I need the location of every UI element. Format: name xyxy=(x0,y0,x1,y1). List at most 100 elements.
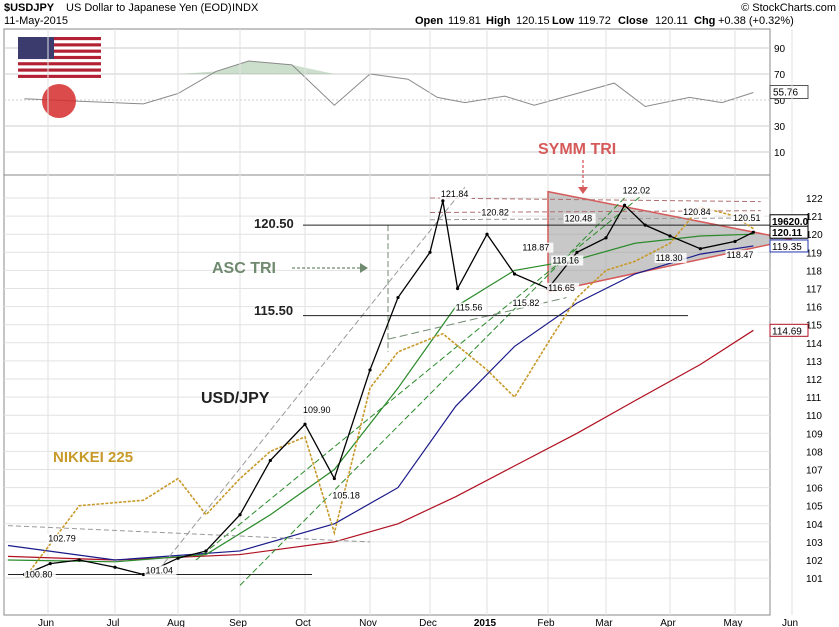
flag-stripe xyxy=(18,37,101,41)
rsi-tick-label: 10 xyxy=(774,148,786,159)
price-point-label: 116.65 xyxy=(548,283,575,293)
price-point-label: 118.87 xyxy=(522,243,549,253)
price-label-bg xyxy=(144,565,177,576)
usd-jpy-point xyxy=(455,286,460,291)
price-label-bg xyxy=(23,569,56,580)
usd-jpy-point xyxy=(643,223,647,227)
symmetrical-triangle-shape xyxy=(547,190,793,294)
date-tick-label: Aug xyxy=(167,618,185,627)
date-tick-label: Jun xyxy=(782,618,798,627)
nikkei-225-series xyxy=(23,206,754,579)
us-flag-icon xyxy=(18,37,101,78)
usd-jpy-point xyxy=(238,513,242,517)
usd-jpy-point xyxy=(485,232,489,236)
ma-50-line xyxy=(7,233,754,563)
usd-jpy-point xyxy=(332,476,336,481)
price-label-bg xyxy=(521,242,554,253)
trendline-steep xyxy=(163,186,466,564)
open-value: 119.81 xyxy=(448,15,481,27)
usd-jpy-point xyxy=(303,422,307,426)
price-tick-label: 110 xyxy=(806,411,822,422)
rsi-axis: 90 70 50 30 10 xyxy=(774,44,786,159)
chg-value: +0.38 (+0.32%) xyxy=(718,15,794,27)
usd-jpy-point xyxy=(141,572,146,577)
price-tick-label: 101 xyxy=(806,574,823,585)
price-tick-label: 104 xyxy=(806,520,823,531)
date-tick-label: Oct xyxy=(295,618,311,627)
resistance-3 xyxy=(429,217,761,221)
price-label-bg xyxy=(551,255,584,266)
low-label: Low xyxy=(552,15,574,27)
price-flag-box xyxy=(769,225,809,239)
chart-header: $USDJPY US Dollar to Japanese Yen (EOD) … xyxy=(4,2,836,27)
price-point-label: 120.82 xyxy=(481,207,509,217)
flag-stripe xyxy=(18,68,101,72)
price-tick-label: 103 xyxy=(806,538,823,549)
description: US Dollar to Japanese Yen (EOD) xyxy=(66,2,232,14)
high-label: High xyxy=(486,15,511,27)
price-point-label: 121.84 xyxy=(441,189,469,199)
usd-jpy-point xyxy=(668,234,672,238)
usd-jpy-point xyxy=(368,368,372,372)
price-tick-label: 105 xyxy=(806,502,823,513)
asc-tri-arrowhead xyxy=(360,263,368,273)
usd-jpy-point xyxy=(733,239,737,244)
price-label-bg xyxy=(725,249,758,260)
price-point-label: 118.47 xyxy=(727,250,754,260)
watermark: © StockCharts.com xyxy=(741,2,836,14)
symm-tri-label: SYMM TRI xyxy=(538,141,616,158)
price-flag-box xyxy=(769,323,809,337)
usd-jpy-point xyxy=(575,250,579,254)
price-label-bg xyxy=(302,405,334,416)
trendline-green xyxy=(195,192,646,561)
price-label-bg xyxy=(331,490,364,501)
price-point-label: 118.16 xyxy=(552,256,579,266)
usd-jpy-point xyxy=(698,247,702,251)
price-tick-label: 119 xyxy=(806,248,822,259)
price-label-bg xyxy=(439,188,472,199)
nikkei-label: NIKKEI 225 xyxy=(53,449,133,466)
price-tick-label: 117 xyxy=(806,285,822,296)
price-point-label: 109.90 xyxy=(303,405,331,415)
price-label-bg xyxy=(682,206,715,217)
level-low-label: 115.50 xyxy=(254,303,293,318)
price-tick-label: 107 xyxy=(806,466,823,477)
price-label-bg xyxy=(454,302,487,313)
rsi-tick-label: 30 xyxy=(774,122,786,133)
ma-100-line xyxy=(7,245,754,561)
usd-jpy-point xyxy=(622,203,627,207)
rsi-flag-box xyxy=(769,85,809,100)
rsi-current-flag: 55.76 xyxy=(769,85,809,100)
usd-jpy-point xyxy=(268,458,272,463)
flag-stripe xyxy=(18,49,101,53)
date-tick-label: May xyxy=(724,618,743,627)
price-point-label: 105.18 xyxy=(332,490,360,500)
price-point-label: 102.79 xyxy=(48,534,76,544)
resistance-1 xyxy=(429,197,761,203)
usd-jpy-point xyxy=(512,272,517,276)
usd-jpy-point xyxy=(113,565,117,569)
price-label-bg xyxy=(547,282,580,293)
date-tick-label: Apr xyxy=(660,618,676,627)
price-label-bg xyxy=(511,297,544,308)
usd-jpy-point xyxy=(204,549,208,553)
symm-tri-arrowhead xyxy=(578,187,588,194)
date-tick-label: Sep xyxy=(229,618,247,627)
rsi-grid xyxy=(4,47,770,153)
price-flag-label: 119.35 xyxy=(772,242,802,253)
usd-jpy-point xyxy=(441,199,445,203)
price-point-label: 120.51 xyxy=(733,213,761,223)
rsi-line xyxy=(24,60,754,108)
price-label-bg xyxy=(480,207,513,218)
date-tick-label: Jun xyxy=(38,618,54,627)
low-value: 119.72 xyxy=(578,15,611,27)
rsi-panel-frame xyxy=(3,28,771,176)
asc-tri-label: ASC TRI xyxy=(212,260,276,277)
price-tick-label: 109 xyxy=(806,429,823,440)
usd-jpy-point xyxy=(48,562,52,566)
rsi-tick-label: 90 xyxy=(774,44,786,55)
date-tick-label: 2015 xyxy=(474,618,497,627)
price-point-label: 100.80 xyxy=(25,570,53,580)
rsi-tick-label: 70 xyxy=(774,70,786,81)
